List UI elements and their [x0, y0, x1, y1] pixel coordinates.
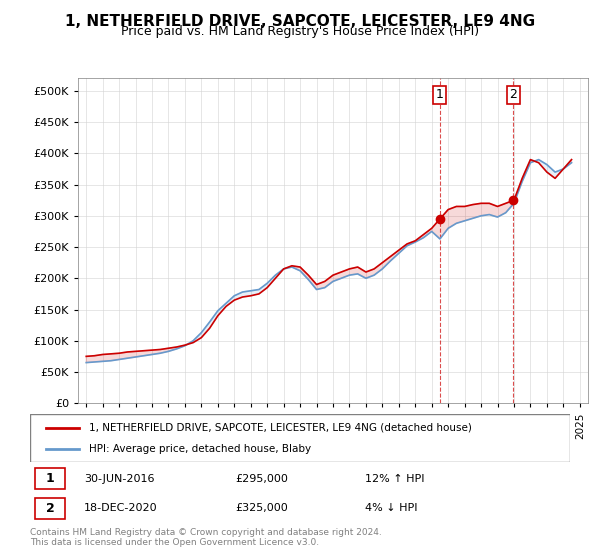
Text: 1: 1: [436, 88, 444, 101]
Text: £325,000: £325,000: [235, 503, 288, 514]
Text: HPI: Average price, detached house, Blaby: HPI: Average price, detached house, Blab…: [89, 444, 311, 454]
Text: 1: 1: [46, 473, 55, 486]
FancyBboxPatch shape: [35, 468, 65, 489]
FancyBboxPatch shape: [30, 414, 570, 462]
Text: 2: 2: [46, 502, 55, 515]
Text: £295,000: £295,000: [235, 474, 288, 484]
Text: 18-DEC-2020: 18-DEC-2020: [84, 503, 158, 514]
Text: 1, NETHERFIELD DRIVE, SAPCOTE, LEICESTER, LE9 4NG: 1, NETHERFIELD DRIVE, SAPCOTE, LEICESTER…: [65, 14, 535, 29]
Text: 30-JUN-2016: 30-JUN-2016: [84, 474, 155, 484]
FancyBboxPatch shape: [35, 498, 65, 519]
Text: 4% ↓ HPI: 4% ↓ HPI: [365, 503, 418, 514]
Text: 12% ↑ HPI: 12% ↑ HPI: [365, 474, 424, 484]
Text: Price paid vs. HM Land Registry's House Price Index (HPI): Price paid vs. HM Land Registry's House …: [121, 25, 479, 38]
Text: 2: 2: [509, 88, 517, 101]
Text: Contains HM Land Registry data © Crown copyright and database right 2024.
This d: Contains HM Land Registry data © Crown c…: [30, 528, 382, 547]
Text: 1, NETHERFIELD DRIVE, SAPCOTE, LEICESTER, LE9 4NG (detached house): 1, NETHERFIELD DRIVE, SAPCOTE, LEICESTER…: [89, 423, 472, 433]
